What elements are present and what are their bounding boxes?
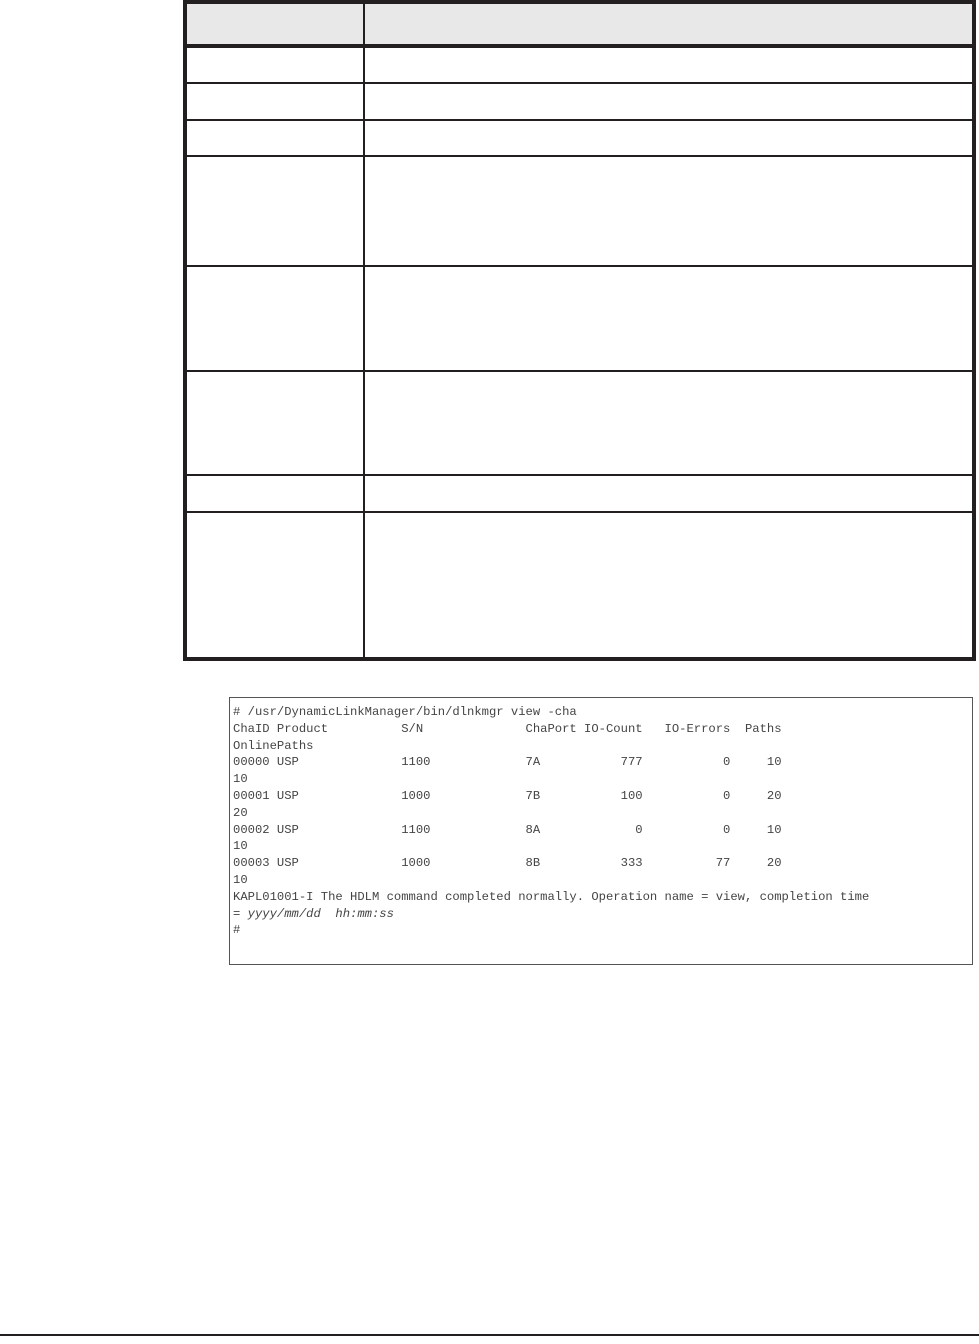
code-line: 10: [233, 839, 248, 854]
code-line: 10: [233, 772, 248, 787]
code-line: ChaID Product S/N ChaPort IO-Count IO-Er…: [233, 721, 782, 736]
code-prompt: #: [233, 923, 241, 938]
time-placeholder: yyyy/mm/dd hh:mm:ss: [247, 906, 394, 921]
row-divider: [187, 82, 972, 84]
row-divider: [187, 474, 972, 476]
row-divider: [187, 265, 972, 267]
code-line: 00002 USP 1100 8A 0 0 10: [233, 822, 782, 837]
command-output-example: # /usr/DynamicLinkManager/bin/dlnkmgr vi…: [229, 697, 973, 965]
code-line: 00001 USP 1000 7B 100 0 20: [233, 788, 782, 803]
row-divider: [187, 155, 972, 157]
row-divider: [187, 370, 972, 372]
code-line: KAPL01001-I The HDLM command completed n…: [233, 889, 870, 904]
code-line: 00000 USP 1100 7A 777 0 10: [233, 755, 782, 770]
code-line: 20: [233, 805, 248, 820]
row-divider: [187, 119, 972, 121]
code-line-time: = yyyy/mm/dd hh:mm:ss: [233, 906, 972, 923]
column-divider: [363, 4, 365, 657]
empty-table: [183, 0, 976, 661]
row-divider: [187, 511, 972, 513]
code-line: # /usr/DynamicLinkManager/bin/dlnkmgr vi…: [233, 705, 577, 719]
time-prefix: =: [233, 906, 248, 921]
code-line: 00003 USP 1000 8B 333 77 20: [233, 856, 782, 871]
table-header-row: [187, 4, 972, 48]
footer-rule: [0, 1334, 979, 1336]
code-line: 10: [233, 872, 248, 887]
code-line: OnlinePaths: [233, 738, 314, 753]
